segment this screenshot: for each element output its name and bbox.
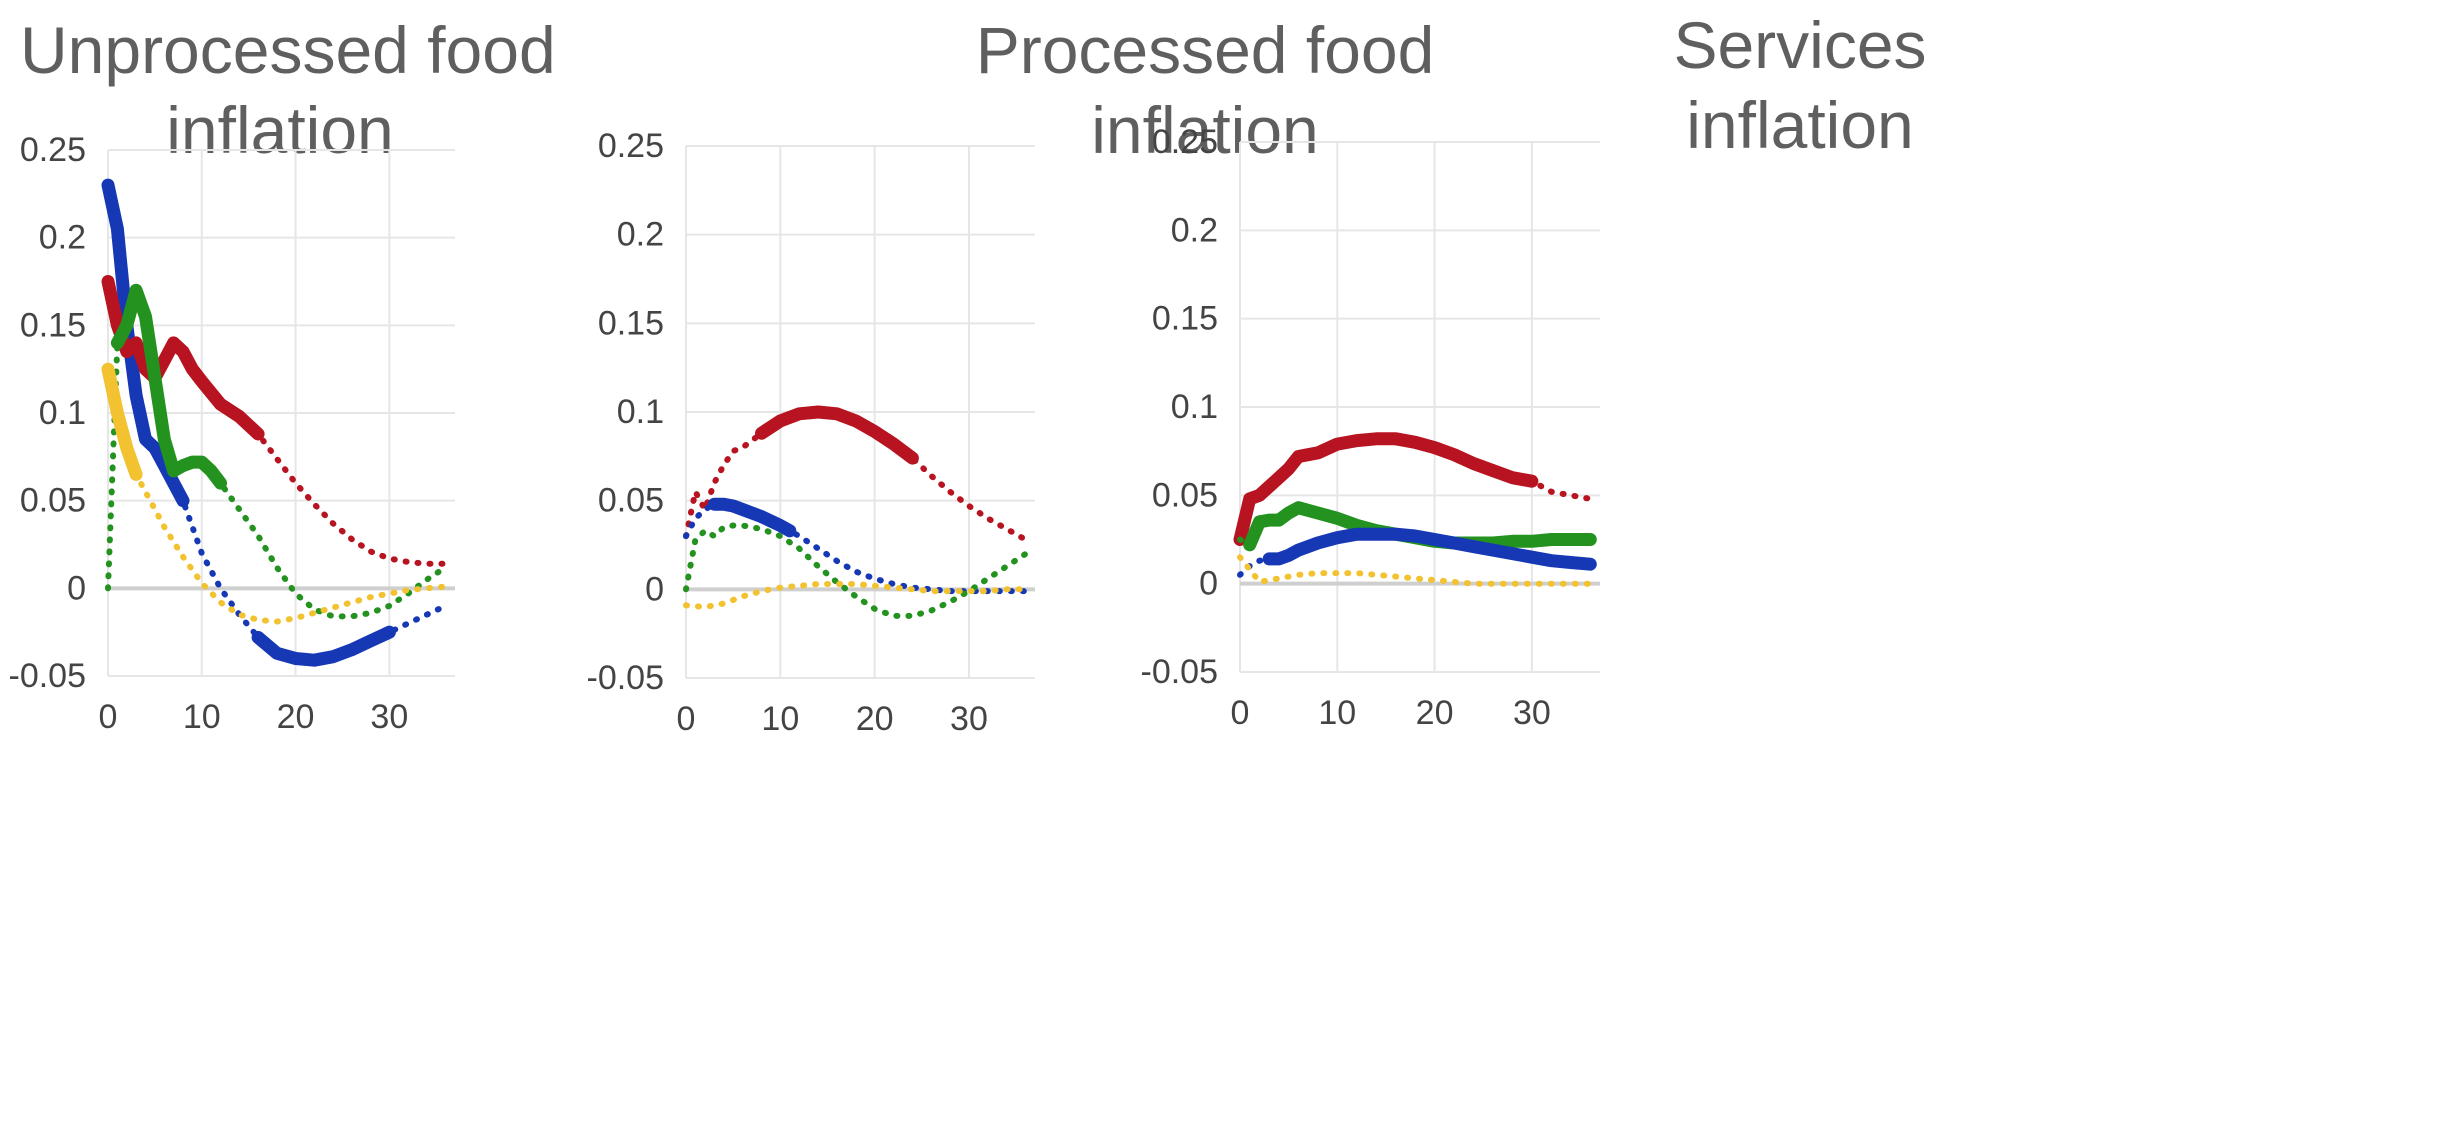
series-blue-dotted-line	[683, 501, 1029, 595]
series-blue-solid-line	[101, 178, 190, 508]
y-tick-label: 0.1	[617, 393, 664, 431]
chart-title-line-1: Services	[1673, 8, 1927, 82]
chart-panel-processed-food: Processed food inflation	[800, 0, 1600, 1134]
x-tick-label: 20	[277, 698, 315, 736]
y-tick-label: 0.2	[1171, 211, 1218, 249]
y-tick-label: -0.05	[587, 659, 665, 697]
x-tick-label: 30	[370, 698, 408, 736]
y-tick-label: 0.15	[20, 306, 86, 344]
y-tick-label: 0.1	[1171, 388, 1218, 426]
y-tick-label: 0.05	[1152, 476, 1218, 514]
chart-title-line-2: inflation	[1091, 93, 1319, 167]
series-blue-solid-line	[251, 625, 396, 667]
chart-title-line-1: Processed food	[975, 13, 1435, 87]
y-tick-label: 0.15	[598, 304, 664, 342]
y-tick-label: 0.25	[598, 127, 664, 165]
series-yellow-dotted-line	[683, 581, 1029, 611]
x-tick-label: 0	[1231, 694, 1250, 732]
chart-3: -0.05 0 0.05 0.1 0.15 0.2 0.25 0 10 20 30	[1141, 123, 1600, 732]
y-tick-label: -0.05	[1141, 653, 1219, 691]
series-blue-solid-line	[707, 497, 797, 538]
series-red-solid-line	[101, 275, 265, 441]
y-tick-label: 0	[67, 569, 86, 607]
y-tick-label: 0.15	[1152, 300, 1218, 338]
chart-panel-unprocessed-food: Unprocessed food inflation	[0, 0, 800, 1134]
series-red-solid-line	[1233, 432, 1539, 546]
chart-title: Services inflation	[1600, 5, 2000, 165]
x-tick-label: 0	[99, 698, 118, 736]
chart-title: Unprocessed food inflation	[20, 10, 556, 170]
x-tick-label: 20	[856, 700, 894, 738]
chart-title-line-2: inflation	[1686, 88, 1914, 162]
y-tick-label: -0.05	[9, 657, 87, 695]
y-tick-label: 0.2	[617, 216, 664, 254]
x-tick-label: 10	[183, 698, 221, 736]
series-yellow-solid-line	[101, 362, 143, 481]
y-tick-label: 0.05	[20, 482, 86, 520]
y-tick-label: 0.05	[598, 482, 664, 520]
x-tick-label: 30	[1513, 694, 1551, 732]
series-yellow-dotted-line	[1237, 554, 1594, 587]
y-tick-label: 0.1	[39, 394, 86, 432]
series-green-dotted-line	[683, 522, 1029, 619]
chart-title-line-1: Unprocessed food	[20, 13, 556, 87]
y-tick-label: 0	[1199, 565, 1218, 603]
series-yellow-dotted-line	[105, 366, 449, 625]
x-tick-label: 0	[677, 700, 696, 738]
series-red-solid-line	[755, 405, 919, 465]
series-red-dotted-line	[683, 409, 1029, 543]
x-tick-label: 30	[950, 700, 988, 738]
y-tick-label: 0.2	[39, 219, 86, 257]
series-blue-solid-line	[1262, 527, 1597, 571]
series-green-solid-line	[110, 283, 227, 490]
y-tick-label: 0.25	[20, 131, 86, 169]
chart-2: -0.05 0 0.05 0.1 0.15 0.2 0.25 0 10 20 30	[587, 127, 1035, 738]
x-tick-label: 10	[761, 700, 799, 738]
chart-1: -0.05 0 0.05 0.1 0.15 0.2 0.25 0 10 20 30	[9, 131, 455, 736]
y-tick-label: 0	[645, 570, 664, 608]
y-tick-label: 0.25	[1152, 123, 1218, 161]
chart-panel-services: Services inflation	[1600, 0, 2456, 1134]
x-tick-label: 10	[1318, 694, 1356, 732]
x-tick-label: 20	[1416, 694, 1454, 732]
chart-title: Processed food inflation	[740, 10, 1670, 170]
chart-title-line-2: inflation	[166, 93, 394, 167]
